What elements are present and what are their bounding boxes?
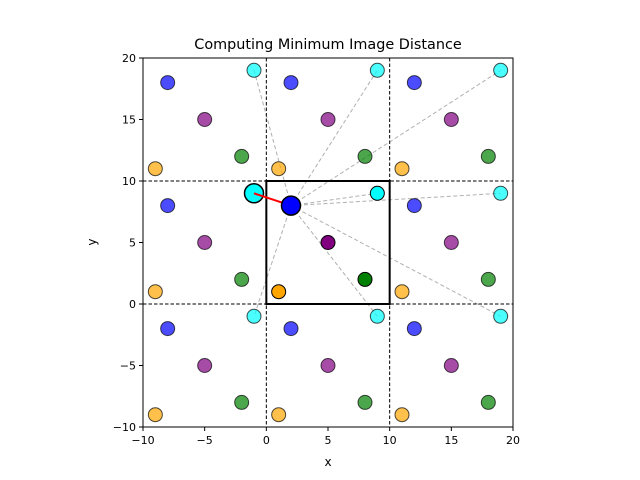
particle-orange: [271, 284, 287, 300]
image-particle-green: [480, 271, 496, 287]
image-particle-blue: [406, 321, 422, 337]
y-tick-label: 20: [122, 52, 136, 65]
x-tick-label: 10: [383, 434, 397, 447]
axes: −10 −5 0 5 10 15 20 −10 −5 0 5 10 15 20: [113, 52, 520, 447]
x-tick-label: −10: [131, 434, 154, 447]
image-particle-orange: [147, 284, 163, 300]
particle-cyan: [369, 185, 385, 201]
image-particle-purple: [197, 235, 213, 250]
y-tick-label: −5: [120, 360, 136, 373]
y-tick-label: 0: [129, 298, 136, 311]
particle-purple: [320, 235, 336, 250]
image-particle-blue: [406, 198, 422, 214]
image-particle-blue: [160, 75, 176, 91]
image-particle-orange: [147, 161, 163, 177]
image-particle-purple: [320, 358, 336, 373]
distance-line-0: [253, 70, 292, 206]
image-particle-purple: [320, 112, 336, 127]
primary-cell-box: [265, 180, 391, 305]
image-particle-blue: [283, 75, 299, 91]
image-particle-cyan: [369, 62, 385, 78]
image-particle-green: [234, 394, 250, 410]
image-particle-cyan: [493, 62, 509, 78]
y-tick-label: −10: [113, 421, 136, 434]
y-tick-label: 5: [129, 237, 136, 250]
image-particle-orange: [271, 161, 287, 177]
image-particle-green: [357, 394, 373, 410]
image-particle-green: [480, 148, 496, 164]
image-particle-blue: [283, 321, 299, 337]
image-particle-green: [357, 148, 373, 164]
distance-line-8: [290, 205, 501, 317]
image-particle-orange: [394, 407, 410, 423]
distance-line-4: [290, 192, 378, 207]
particle-green: [357, 271, 373, 287]
image-particle-purple: [197, 112, 213, 127]
y-axis-label: y: [85, 238, 99, 245]
image-particle-cyan: [493, 308, 509, 324]
image-particle-cyan: [369, 308, 385, 324]
plot-area: [143, 58, 513, 427]
x-tick-label: 20: [506, 434, 520, 447]
distance-line-7: [290, 205, 378, 317]
image-particle-green: [480, 394, 496, 410]
image-particle-green: [234, 271, 250, 287]
image-particle-purple: [197, 358, 213, 373]
x-tick-label: −5: [197, 434, 213, 447]
image-particle-cyan: [493, 185, 509, 201]
distance-line-5: [290, 192, 501, 207]
x-tick-label: 0: [263, 434, 270, 447]
image-particle-blue: [406, 75, 422, 91]
image-particle-purple: [443, 112, 459, 127]
chart-title: Computing Minimum Image Distance: [194, 37, 462, 53]
image-particle-green: [234, 148, 250, 164]
distance-line-1: [290, 70, 378, 206]
image-particle-purple: [443, 235, 459, 250]
image-particle-purple: [443, 358, 459, 373]
x-axis-label: x: [324, 455, 331, 469]
reference-particle: [280, 195, 302, 216]
image-particle-orange: [147, 407, 163, 423]
image-particle-blue: [160, 321, 176, 337]
image-particle-cyan: [246, 308, 262, 324]
image-particle-orange: [271, 407, 287, 423]
image-particle-orange: [394, 284, 410, 300]
x-tick-label: 15: [444, 434, 458, 447]
y-tick-label: 15: [122, 114, 136, 127]
image-particle-blue: [160, 198, 176, 214]
y-tick-label: 10: [122, 175, 136, 188]
x-tick-label: 5: [325, 434, 332, 447]
image-particle-cyan: [246, 62, 262, 78]
image-particle-orange: [394, 161, 410, 177]
distance-line-2: [290, 69, 501, 207]
